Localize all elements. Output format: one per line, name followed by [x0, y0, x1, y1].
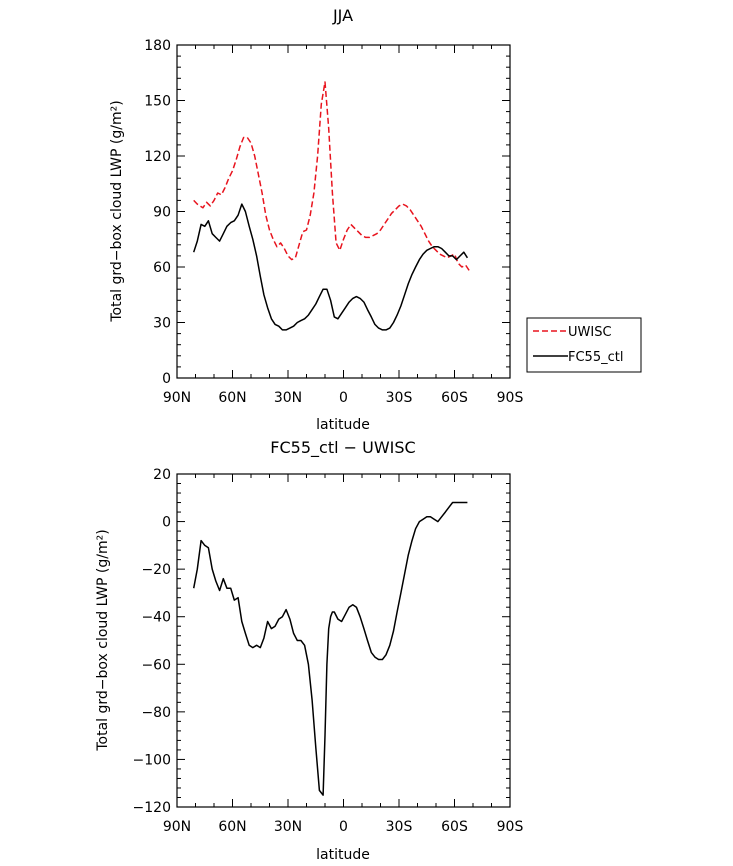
x-tick-label: 0 — [339, 819, 348, 835]
legend-label-uwisc: UWISC — [568, 325, 612, 340]
x-tick-label: 30N — [274, 390, 302, 406]
y-tick-label: 90 — [153, 205, 171, 221]
x-tick-label: 30S — [386, 390, 413, 406]
top-chart-title: JJA — [332, 6, 353, 25]
y-tick-label: −80 — [141, 705, 171, 721]
top-y-ticks: 0 30 60 90 120 150 180 — [144, 38, 510, 387]
y-tick-label: 0 — [162, 515, 171, 531]
top-x-axis-label: latitude — [316, 417, 370, 433]
bottom-chart: FC55_ctl − UWISC −120 −100 −80 −60 −40 −20 0 20… — [95, 438, 523, 863]
x-tick-label: 30N — [274, 819, 302, 835]
y-tick-label: −40 — [141, 610, 171, 626]
legend-box — [526, 317, 642, 373]
bottom-series — [192, 501, 468, 796]
series-line-0-0 — [193, 81, 470, 272]
top-series — [192, 81, 470, 331]
bottom-plot-frame — [176, 473, 511, 808]
x-tick-label: 30S — [386, 819, 413, 835]
top-x-ticks: 90N 60N 30N 0 30S 60S 90S — [163, 45, 524, 406]
x-tick-label: 90S — [497, 819, 524, 835]
y-tick-label: −60 — [141, 657, 171, 673]
legend-label-fc55: FC55_ctl — [568, 350, 623, 365]
bottom-y-ticks: −120 −100 −80 −60 −40 −20 0 20 — [133, 467, 510, 816]
y-tick-label: −20 — [141, 562, 171, 578]
y-tick-label: 20 — [153, 467, 171, 483]
top-y-axis-label: Total grd−box cloud LWP (g/m²) — [109, 100, 125, 322]
bottom-x-axis-label: latitude — [316, 847, 370, 863]
x-tick-label: 60S — [441, 819, 468, 835]
x-tick-label: 60N — [218, 819, 246, 835]
top-plot-frame — [176, 44, 511, 379]
top-chart: JJA 0 30 60 90 120 150 180 90N 60N 30N 0 30S 60S 90S… — [109, 6, 642, 433]
bottom-chart-title: FC55_ctl − UWISC — [270, 438, 415, 458]
x-tick-label: 60N — [218, 390, 246, 406]
legend: UWISC FC55_ctl — [526, 317, 642, 373]
y-tick-label: 0 — [162, 371, 171, 387]
y-tick-label: 180 — [144, 38, 171, 54]
x-tick-label: 90S — [497, 390, 524, 406]
x-tick-label: 90N — [163, 390, 191, 406]
series-line-0-1 — [192, 203, 469, 331]
y-tick-label: −100 — [133, 752, 171, 768]
bottom-y-axis-label: Total grd−box cloud LWP (g/m²) — [95, 529, 111, 751]
x-tick-label: 60S — [441, 390, 468, 406]
y-tick-label: 30 — [153, 316, 171, 332]
y-tick-label: −120 — [133, 800, 171, 816]
y-tick-label: 60 — [153, 260, 171, 276]
y-tick-label: 120 — [144, 149, 171, 165]
series-line-1-0 — [192, 501, 468, 796]
x-tick-label: 90N — [163, 819, 191, 835]
bottom-x-ticks: 90N 60N 30N 0 30S 60S 90S — [163, 474, 524, 835]
y-tick-label: 150 — [144, 94, 171, 110]
x-tick-label: 0 — [339, 390, 348, 406]
